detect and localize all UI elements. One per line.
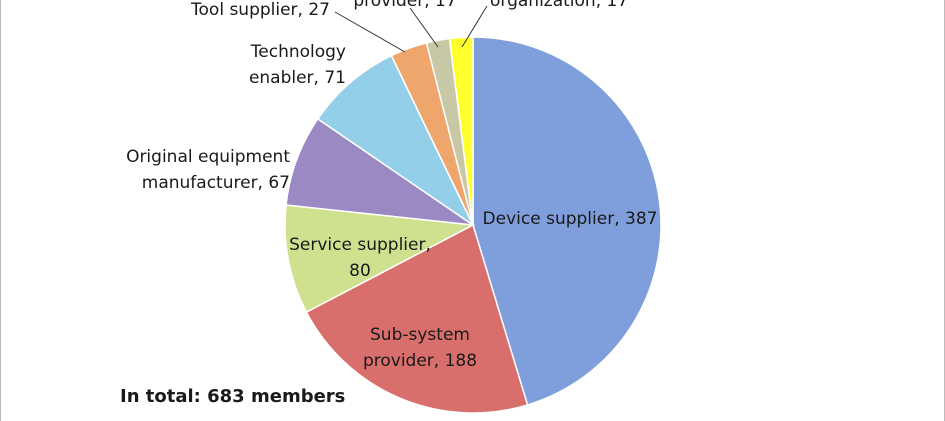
pie-slice bbox=[285, 117, 474, 226]
slice-label: 80 bbox=[349, 261, 371, 281]
slice-label: provider, 188 bbox=[363, 351, 477, 371]
total-note: In total: 683 members bbox=[120, 386, 345, 407]
slice-label: Original equipment bbox=[126, 147, 290, 167]
leader-line bbox=[461, 5, 488, 48]
pie-slice bbox=[316, 54, 475, 228]
pie-slice bbox=[472, 36, 662, 406]
slice-label: enabler, 71 bbox=[249, 68, 346, 88]
slice-label: Service supplier, bbox=[289, 235, 431, 255]
pie-slice bbox=[305, 223, 529, 414]
pie-slice bbox=[448, 36, 474, 226]
leader-line bbox=[334, 11, 406, 53]
slice-label: manufacturer, 67 bbox=[142, 173, 290, 193]
slice-label: Tool supplier, 27 bbox=[190, 0, 330, 20]
slice-label: Technology bbox=[250, 42, 346, 62]
slice-label: provider, 17 bbox=[353, 0, 456, 11]
slice-label: Device supplier, 387 bbox=[483, 209, 658, 229]
pie-slice bbox=[284, 204, 476, 314]
slice-label: organization, 17 bbox=[490, 0, 628, 11]
slice-label: Sub-system bbox=[370, 325, 470, 345]
leader-line bbox=[409, 7, 439, 48]
